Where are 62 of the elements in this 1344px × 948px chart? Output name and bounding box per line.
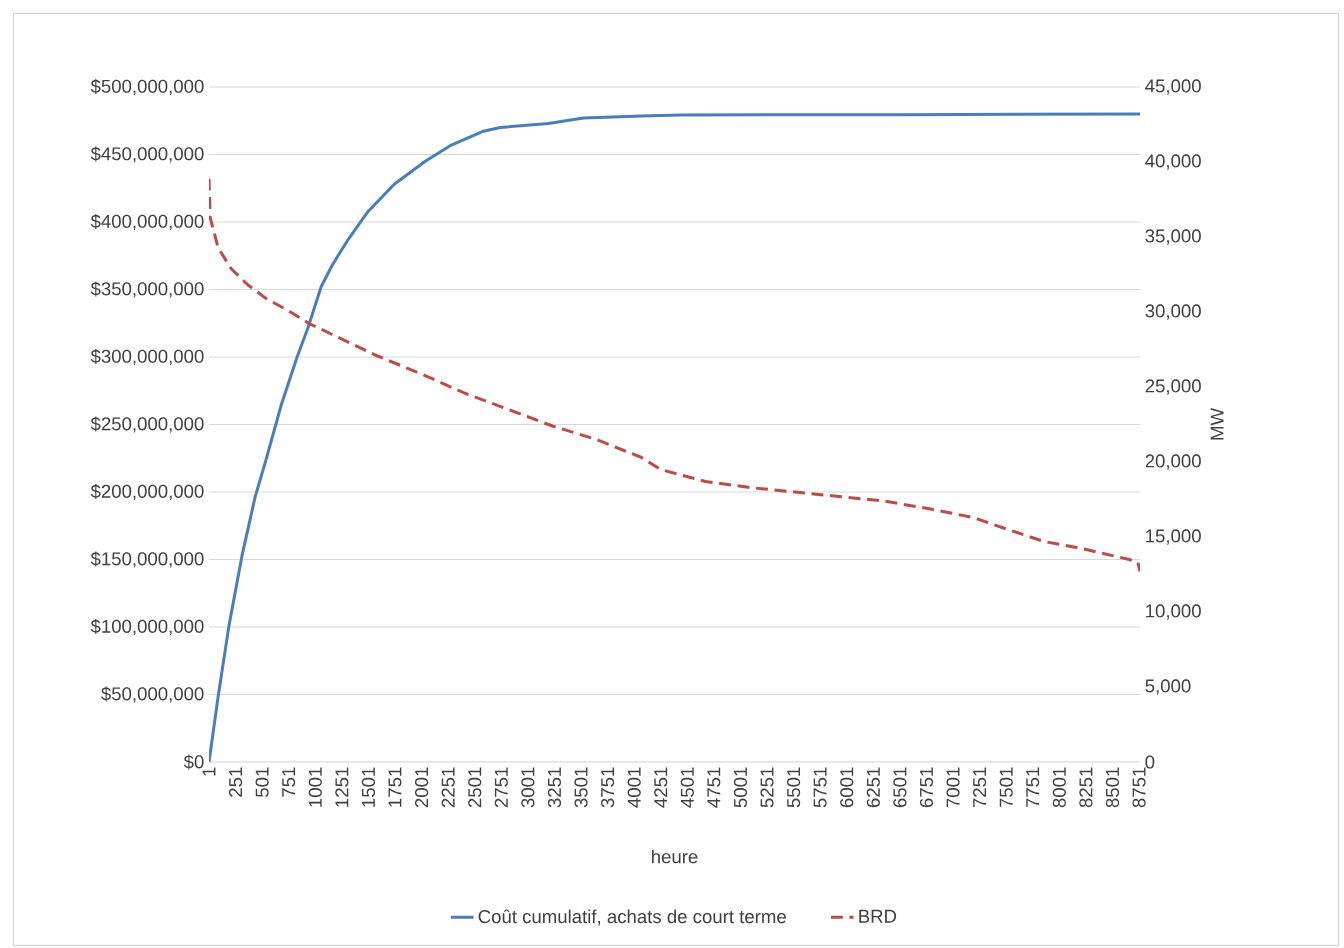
- y-tick-label: $400,000,000: [90, 213, 204, 231]
- x-tick-label: 3251: [547, 767, 562, 808]
- x-tick-label: 8001: [1052, 767, 1066, 808]
- x-tick-label: 8751: [1132, 767, 1146, 808]
- x-tick-label: 4251: [654, 767, 668, 808]
- y2-tick-label: 15,000: [1146, 529, 1201, 545]
- y2-tick-label: 45,000: [1145, 79, 1201, 95]
- x-tick-label: 4501: [680, 767, 694, 808]
- y2-tick-label: 0: [1145, 755, 1155, 769]
- x-tick-label: 7001: [946, 767, 960, 808]
- y2-tick-label: 40,000: [1145, 154, 1201, 170]
- y2-axis-title: MW: [1210, 408, 1224, 440]
- x-tick-label: 2501: [468, 767, 482, 808]
- y2-tick-label: 30,000: [1145, 304, 1201, 320]
- y-tick-label: $450,000,000: [90, 146, 204, 163]
- legend-label: BRD: [859, 909, 897, 923]
- x-tick-label: 6251: [866, 767, 880, 808]
- y2-tick-label: 20,000: [1145, 454, 1201, 470]
- y-tick-label: $50,000,000: [101, 686, 204, 703]
- line-series: [209, 176, 1141, 573]
- x-tick-label: 7751: [1026, 767, 1040, 808]
- x-tick-label: 2251: [441, 767, 455, 808]
- x-tick-label: 5751: [813, 767, 827, 808]
- y2-tick-label: 35,000: [1145, 229, 1201, 245]
- x-tick-label: 8251: [1079, 767, 1093, 808]
- x-tick-label: 7251: [973, 767, 987, 808]
- y-tick-label: $250,000,000: [90, 416, 204, 433]
- y-tick-label: $300,000,000: [90, 348, 204, 366]
- x-tick-label: 6501: [893, 767, 907, 808]
- x-tick-label: 1: [202, 767, 216, 776]
- x-tick-label: 1001: [308, 767, 322, 807]
- x-tick-label: 5251: [760, 767, 774, 808]
- x-tick-label: 1501: [361, 767, 376, 807]
- x-tick-label: 751: [282, 767, 296, 797]
- x-tick-label: 4001: [627, 767, 641, 808]
- y-tick-label: $150,000,000: [90, 551, 204, 568]
- x-tick-label: 1751: [388, 767, 402, 807]
- x-tick-label: 2001: [414, 767, 429, 808]
- y-tick-label: $100,000,000: [90, 618, 204, 636]
- x-tick-label: 5001: [733, 767, 748, 808]
- y-tick-label: $200,000,000: [90, 483, 204, 501]
- x-tick-label: 501: [255, 767, 269, 797]
- y2-tick-label: 10,000: [1146, 604, 1201, 620]
- x-tick-label: 6751: [919, 767, 934, 808]
- legend-label: Coût cumulatif, achats de court terme: [478, 909, 786, 926]
- y2-tick-label: 5,000: [1145, 679, 1191, 695]
- x-tick-label: 5501: [787, 767, 801, 808]
- y-tick-label: $350,000,000: [90, 281, 204, 298]
- x-tick-label: 7501: [999, 767, 1013, 808]
- y2-tick-label: 25,000: [1145, 379, 1201, 395]
- x-tick-label: 251: [228, 767, 243, 797]
- x-tick-label: 3751: [601, 767, 615, 808]
- x-tick-label: 3001: [521, 767, 535, 808]
- x-tick-label: 3501: [574, 767, 588, 808]
- y-tick-label: $0: [183, 754, 204, 770]
- x-tick-label: 1251: [335, 767, 349, 807]
- x-tick-label: 4751: [707, 767, 721, 808]
- x-tick-label: 8501: [1105, 767, 1120, 808]
- x-tick-label: 2751: [494, 767, 508, 808]
- y-tick-label: $500,000,000: [90, 78, 204, 96]
- x-axis-title: heure: [652, 849, 698, 864]
- x-tick-label: 6001: [840, 767, 854, 808]
